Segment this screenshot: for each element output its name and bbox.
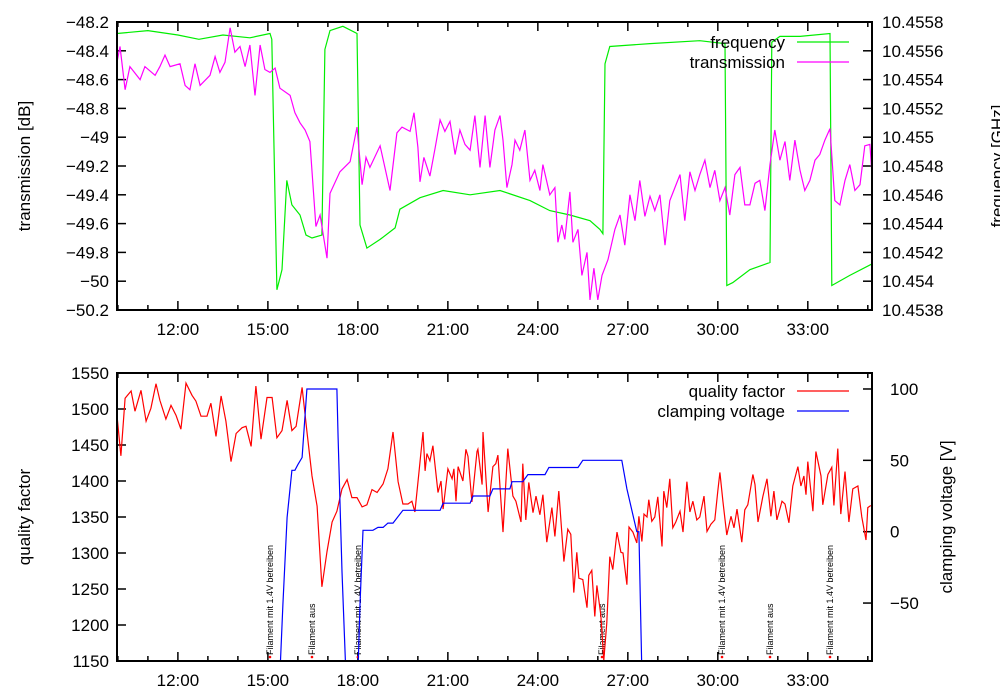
x-tick-label: 24:00 (517, 320, 560, 339)
y2-tick-label: 10.4552 (882, 99, 943, 118)
series-line-frequency (117, 25, 872, 290)
annotation-label: Filament aus (307, 603, 317, 655)
x-tick-label: 12:00 (157, 671, 200, 690)
x-tick-label: 33:00 (787, 320, 830, 339)
x-tick-label: 21:00 (427, 320, 470, 339)
x-tick-label: 27:00 (607, 320, 650, 339)
annotation-marker (720, 655, 724, 659)
chart-panel-0: 12:00 15:00 18:00 21:00 24:00 27:00 30:00 33:00… (15, 13, 1000, 339)
y2-tick-label: −50 (890, 594, 919, 613)
x-tick-label: 21:00 (427, 671, 470, 690)
y-tick-label: −49.8 (66, 243, 109, 262)
y-tick-label: −50.2 (66, 301, 109, 320)
y-tick-label: 1150 (72, 652, 109, 671)
y-tick-label: 1300 (71, 544, 109, 563)
legend-label: quality factor (689, 382, 786, 401)
x-tick-label: 24:00 (517, 671, 560, 690)
y-tick-label: 1200 (71, 616, 109, 635)
y-tick-label: −48.6 (66, 71, 109, 90)
x-tick-label: 18:00 (337, 671, 380, 690)
y2-tick-label: 10.4554 (882, 71, 943, 90)
y-tick-label: −48.8 (66, 99, 109, 118)
y-tick-label: −49.6 (66, 215, 109, 234)
y-tick-label: 1500 (71, 400, 109, 419)
y-tick-label: 1350 (71, 508, 109, 527)
y-tick-label: −49.2 (66, 157, 109, 176)
legend-label: transmission (690, 53, 785, 72)
y-axis-label: transmission [dB] (15, 101, 34, 231)
y2-tick-label: 10.4558 (882, 13, 943, 32)
y-tick-label: 1400 (71, 472, 109, 491)
y2-tick-label: 10.4556 (882, 42, 943, 61)
x-tick-label: 33:00 (787, 671, 830, 690)
y-tick-label: −48.4 (66, 42, 109, 61)
series-line-quality-factor (117, 380, 872, 661)
x-tick-label: 30:00 (697, 671, 740, 690)
x-tick-label: 18:00 (337, 320, 380, 339)
y2-tick-label: 10.455 (882, 128, 934, 147)
legend-label: frequency (710, 33, 785, 52)
chart-panel-1: 12:00 15:00 18:00 21:00 24:00 27:00 30:00 33:00… (15, 364, 956, 690)
y2-axis-label: clamping voltage [V] (937, 440, 956, 593)
y-tick-label: 1550 (71, 364, 109, 383)
y-tick-label: −48.2 (66, 13, 109, 32)
annotation-label: Filament mit 1.4V betreiben (353, 545, 363, 655)
annotation-label: Filament mit 1.4V betreiben (825, 545, 835, 655)
annotation-label: Filament aus (765, 603, 775, 655)
y2-tick-label: 100 (890, 380, 918, 399)
y-axis-label: quality factor (15, 468, 34, 565)
y2-tick-label: 10.454 (882, 272, 934, 291)
y2-tick-label: 10.4548 (882, 157, 943, 176)
y-tick-label: 1450 (71, 436, 109, 455)
annotation-marker (268, 655, 272, 659)
y2-axis-label: frequency [GHz] (988, 105, 1000, 228)
x-tick-label: 15:00 (247, 320, 290, 339)
annotation-marker (828, 655, 832, 659)
x-tick-label: 27:00 (607, 671, 650, 690)
y-tick-label: −49.4 (66, 186, 109, 205)
series-line-clamping-voltage (279, 388, 643, 661)
y2-tick-label: 50 (890, 451, 909, 470)
plot-frame (116, 21, 873, 311)
y2-tick-label: 10.4544 (882, 215, 943, 234)
y2-tick-label: 10.4546 (882, 186, 943, 205)
y2-tick-label: 0 (890, 523, 899, 542)
annotation-label: Filament mit 1.4V betreiben (265, 545, 275, 655)
y2-tick-label: 10.4542 (882, 243, 943, 262)
series-line-transmission (117, 27, 872, 301)
annotation-marker (768, 655, 772, 659)
x-tick-label: 12:00 (157, 320, 200, 339)
annotation-marker (310, 655, 314, 659)
x-tick-label: 30:00 (697, 320, 740, 339)
legend-label: clamping voltage (657, 402, 785, 421)
plot-frame (116, 372, 873, 662)
y-tick-label: −50 (80, 272, 109, 291)
x-tick-label: 15:00 (247, 671, 290, 690)
y-tick-label: 1250 (71, 580, 109, 599)
annotation-marker (600, 655, 604, 659)
y2-tick-label: 10.4538 (882, 301, 943, 320)
annotation-label: Filament mit 1.4V betreiben (717, 545, 727, 655)
y-tick-label: −49 (80, 128, 109, 147)
